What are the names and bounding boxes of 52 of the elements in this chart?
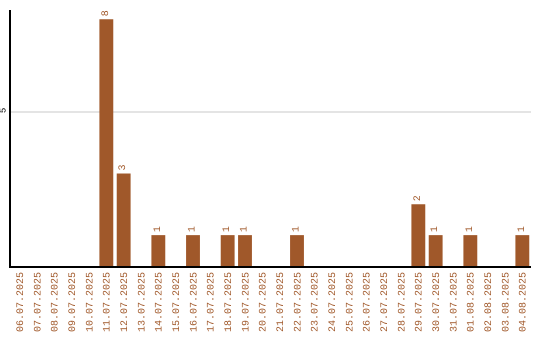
x-tick-label: 25.07.2025 bbox=[345, 272, 356, 332]
x-tick-label: 20.07.2025 bbox=[258, 272, 270, 332]
data-label: 1 bbox=[464, 226, 476, 232]
data-label: 1 bbox=[430, 226, 442, 232]
x-tick-label: 18.07.2025 bbox=[224, 272, 235, 332]
bar bbox=[220, 235, 235, 266]
data-label: 1 bbox=[292, 226, 302, 232]
bar bbox=[515, 235, 530, 266]
data-label: 2 bbox=[412, 195, 424, 202]
x-tick-label: 24.07.2025 bbox=[328, 272, 339, 332]
x-tick-label: 04.08.2025 bbox=[518, 272, 530, 332]
bar bbox=[116, 173, 131, 266]
bar bbox=[428, 235, 443, 266]
x-tick-label: 23.07.2025 bbox=[310, 272, 322, 332]
data-label: 1 bbox=[240, 226, 250, 232]
bar bbox=[411, 204, 426, 266]
x-tick-label: 12.07.2025 bbox=[120, 272, 131, 332]
x-tick-label: 03.08.2025 bbox=[501, 272, 512, 332]
bar bbox=[238, 235, 252, 266]
bar bbox=[151, 235, 166, 266]
x-tick-label: 26.07.2025 bbox=[362, 272, 374, 332]
bar bbox=[290, 235, 304, 266]
x-tick-label: 08.07.2025 bbox=[50, 272, 62, 332]
x-tick-label: 13.07.2025 bbox=[137, 272, 148, 332]
x-tick-label: 11.07.2025 bbox=[102, 272, 114, 332]
x-tick-label: 10.07.2025 bbox=[85, 272, 96, 332]
x-tick-label: 16.07.2025 bbox=[189, 272, 200, 332]
data-label: 3 bbox=[118, 164, 130, 170]
bar bbox=[99, 19, 114, 266]
x-tick-label: 31.07.2025 bbox=[449, 272, 460, 332]
x-tick-label: 21.07.2025 bbox=[276, 272, 287, 332]
x-tick-label: 22.07.2025 bbox=[293, 272, 304, 332]
x-tick-label: 27.07.2025 bbox=[380, 272, 391, 332]
data-label: 1 bbox=[152, 226, 164, 232]
bar bbox=[186, 235, 200, 266]
bar bbox=[463, 235, 478, 266]
data-label: 1 bbox=[516, 226, 528, 232]
x-tick-label: 30.07.2025 bbox=[432, 272, 443, 332]
x-tick-label: 29.07.2025 bbox=[414, 272, 426, 332]
x-tick-label: 17.07.2025 bbox=[206, 272, 218, 332]
x-tick-label: 19.07.2025 bbox=[241, 272, 252, 332]
x-tick-label: 06.07.2025 bbox=[16, 272, 27, 332]
x-tick-label: 02.08.2025 bbox=[484, 272, 495, 332]
data-label: 1 bbox=[222, 226, 234, 232]
data-label: 1 bbox=[188, 226, 198, 232]
x-tick-label: 07.07.2025 bbox=[33, 272, 44, 332]
data-label: 8 bbox=[100, 10, 112, 16]
x-tick-label: 14.07.2025 bbox=[154, 272, 166, 332]
x-tick-label: 01.08.2025 bbox=[466, 272, 478, 332]
x-tick-label: 28.07.2025 bbox=[397, 272, 408, 332]
x-tick-label: 15.07.2025 bbox=[172, 272, 183, 332]
x-tick-label: 09.07.2025 bbox=[68, 272, 79, 332]
